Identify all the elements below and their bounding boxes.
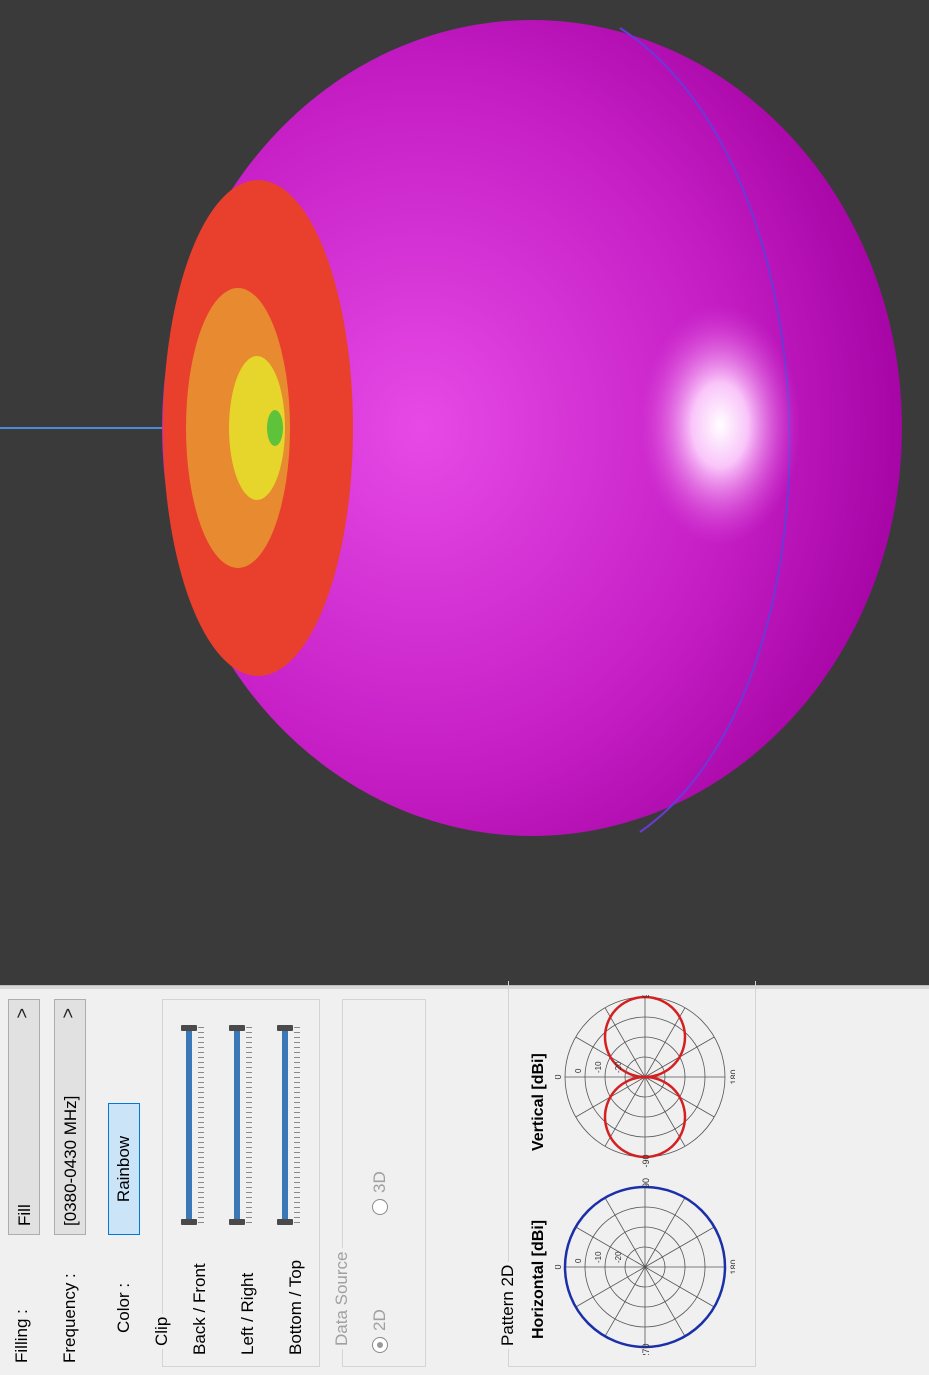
radio-3d-label: 3D xyxy=(370,1171,389,1193)
polar-angle-label: 0 xyxy=(555,1264,563,1269)
polar-ring-label: -10 xyxy=(594,1251,603,1263)
band-yellow xyxy=(229,356,285,500)
frequency-select[interactable]: [0380-0430 MHz] > xyxy=(54,999,86,1235)
clip-label-bottom-top: Bottom / Top xyxy=(286,1259,305,1355)
polar-angle-label: 180 xyxy=(729,1259,735,1274)
bottom-top-slider[interactable] xyxy=(282,1025,288,1225)
horizontal-plot-title: Horizontal [dBi] xyxy=(530,1219,547,1339)
color-rainbow-button[interactable]: Rainbow xyxy=(108,1103,140,1235)
specular-highlight xyxy=(640,305,800,545)
pattern-2d-title: Pattern 2D xyxy=(498,1261,518,1349)
polar-grid-spoke xyxy=(604,1197,646,1268)
chevron-down-icon: > xyxy=(58,1008,78,1019)
filling-value: Fill xyxy=(15,1204,34,1226)
polar-grid-spoke xyxy=(575,1266,646,1308)
radio-3d[interactable] xyxy=(372,1199,388,1215)
polar-ring-label: -10 xyxy=(594,1061,603,1073)
polar-ring-label: 0 xyxy=(574,1258,583,1263)
polar-grid-spoke xyxy=(604,1266,646,1337)
chevron-down-icon: > xyxy=(12,1008,32,1019)
polar-angle-label: 90 xyxy=(641,1178,651,1188)
polar-angle-label: -90 xyxy=(641,1154,651,1167)
polar-angle-label: 0 xyxy=(555,1074,563,1079)
3d-viewport[interactable] xyxy=(0,0,929,985)
polar-grid-spoke xyxy=(644,1076,686,1147)
radio-2d-label: 2D xyxy=(370,1309,389,1331)
clip-label-back-front: Back / Front xyxy=(190,1263,209,1355)
left-right-thumb-max[interactable] xyxy=(229,1025,245,1031)
vertical-polar-plot: 0 90 180 -90 -20 -10 0 xyxy=(555,995,735,1168)
vertical-pattern-trace xyxy=(603,995,687,1159)
frequency-label: Frequency : xyxy=(60,1273,79,1363)
filling-label: Filling : xyxy=(12,1309,31,1363)
filling-select[interactable]: Fill > xyxy=(8,999,40,1235)
clip-label-left-right: Left / Right xyxy=(238,1272,257,1355)
polar-grid-spoke xyxy=(644,1266,686,1337)
polar-grid-spoke xyxy=(644,1226,715,1268)
horizontal-pattern-trace xyxy=(563,1185,727,1349)
polar-ring-label: 0 xyxy=(574,1068,583,1073)
polar-grid-spoke xyxy=(604,1007,646,1078)
slider-ticks xyxy=(246,1027,252,1223)
radio-2d[interactable] xyxy=(372,1337,388,1353)
splitter[interactable] xyxy=(0,985,929,990)
bottom-top-thumb-min[interactable] xyxy=(277,1219,293,1225)
polar-grid-spoke xyxy=(644,1007,686,1078)
polar-angle-label: 180 xyxy=(729,1069,735,1084)
color-label: Color : xyxy=(114,1282,133,1333)
data-source-title: Data Source xyxy=(332,1248,352,1349)
polar-plots: 0 90 180 270 -20 -10 0 0 90 180 -90 -20 -10 0 xyxy=(555,995,735,1355)
slider-ticks xyxy=(294,1027,300,1223)
pattern-sphere xyxy=(162,20,902,836)
vertical-plot-title: Vertical [dBi] xyxy=(530,1053,547,1151)
polar-ring-label: -20 xyxy=(614,1251,623,1263)
left-right-slider[interactable] xyxy=(234,1025,240,1225)
bottom-top-thumb-max[interactable] xyxy=(277,1025,293,1031)
polar-grid-spoke xyxy=(644,1266,715,1308)
radiation-pattern-3d[interactable] xyxy=(0,0,929,985)
polar-ring-label: -20 xyxy=(614,1061,623,1073)
clip-title: Clip xyxy=(152,1313,172,1349)
slider-ticks xyxy=(198,1027,204,1223)
frequency-value: [0380-0430 MHz] xyxy=(61,1095,80,1226)
polar-angle-label: 270 xyxy=(641,1343,651,1355)
back-front-thumb-min[interactable] xyxy=(181,1219,197,1225)
polar-angle-label: 90 xyxy=(641,995,651,998)
band-green xyxy=(267,410,283,446)
horizontal-polar-plot: 0 90 180 270 -20 -10 0 xyxy=(555,1178,735,1355)
polar-grid-spoke xyxy=(575,1226,646,1268)
back-front-thumb-max[interactable] xyxy=(181,1025,197,1031)
back-front-slider[interactable] xyxy=(186,1025,192,1225)
polar-grid-spoke xyxy=(604,1076,646,1147)
polar-grid-spoke xyxy=(644,1197,686,1268)
control-panel: Filling : Fill > Frequency : [0380-0430 … xyxy=(0,981,929,1375)
left-right-thumb-min[interactable] xyxy=(229,1219,245,1225)
